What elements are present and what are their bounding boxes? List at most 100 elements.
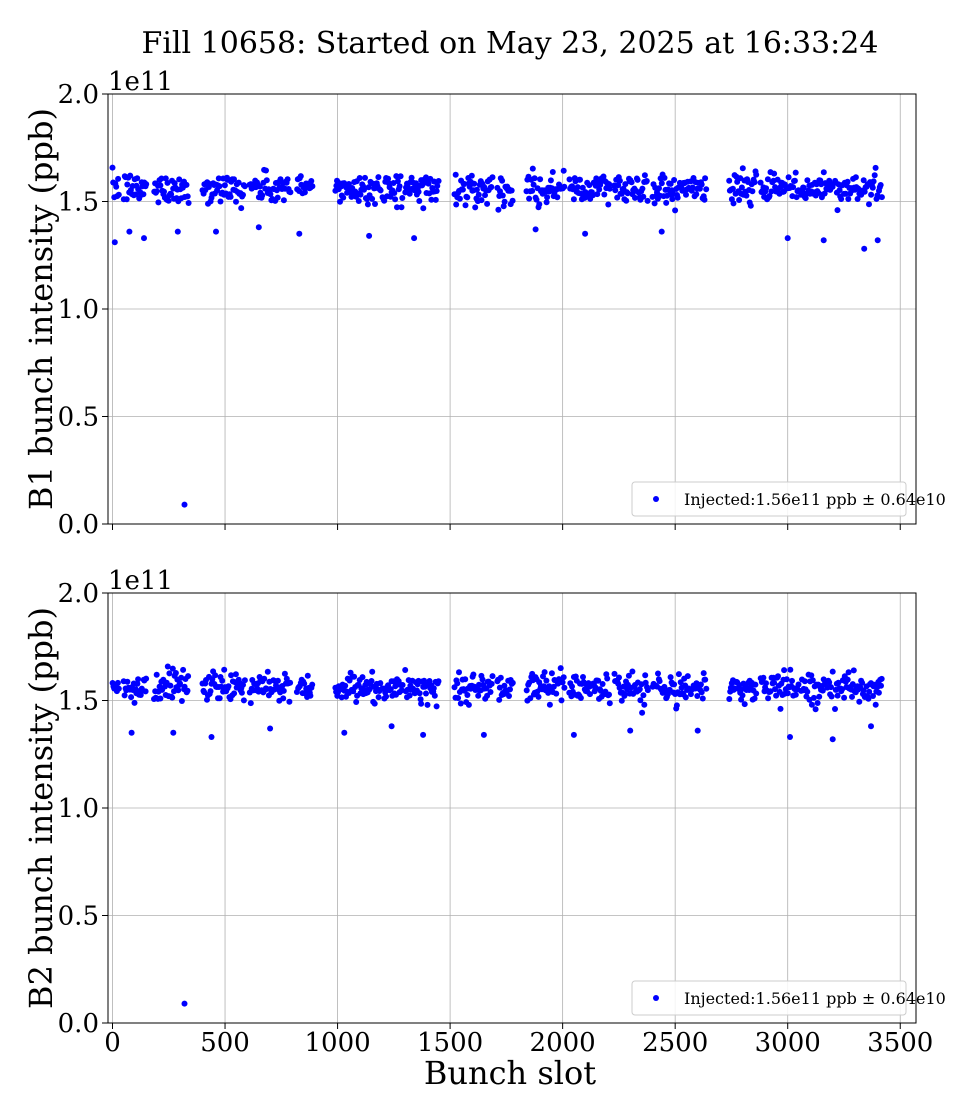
b2-point-41	[157, 695, 164, 702]
b1-point-719	[658, 228, 665, 235]
b2-point-572	[751, 695, 758, 702]
b2-point-400	[561, 684, 568, 691]
b2-point-512	[673, 702, 680, 709]
b1-point-668	[844, 178, 851, 185]
b2-point-158	[280, 695, 287, 702]
b1-point-484	[644, 197, 651, 204]
b1-point-12	[124, 181, 131, 188]
b1-point-623	[802, 195, 809, 202]
b2-point-259	[402, 667, 409, 673]
b2-x-tick-label-2: 1000	[304, 1028, 370, 1058]
b1-point-356	[508, 187, 515, 194]
b2-point-119	[240, 697, 247, 704]
b1-point-459	[622, 181, 629, 188]
b2-point-20	[131, 699, 138, 706]
b2-point-703	[875, 689, 882, 696]
b1-point-366	[530, 181, 537, 188]
b2-point-622	[801, 678, 808, 685]
b1-point-221	[364, 201, 371, 208]
b2-point-691	[865, 695, 872, 702]
b1-point-473	[634, 176, 641, 183]
b1-point-7	[115, 191, 122, 198]
b2-point-108	[231, 690, 238, 697]
b1-point-696	[869, 184, 876, 191]
b2-point-233	[375, 694, 382, 701]
b2-point-110	[232, 671, 239, 678]
b2-point-524	[684, 673, 691, 680]
b1-point-47	[162, 175, 169, 182]
b2-point-669	[845, 669, 852, 676]
b1-point-706	[878, 194, 885, 201]
b1-point-91	[215, 175, 222, 182]
b1-point-190	[337, 198, 343, 205]
b2-y-tick-label-3: 1.5	[58, 687, 99, 717]
b2-y-axis-label: B2 bunch intensity (ppb)	[22, 607, 60, 1009]
b1-point-367	[531, 175, 538, 182]
b1-point-345	[499, 177, 506, 184]
b2-point-105	[228, 672, 235, 679]
b1-point-322	[473, 186, 480, 193]
b2-point-12	[124, 678, 131, 685]
b1-point-288	[428, 196, 435, 203]
b1-point-108	[231, 176, 237, 183]
b1-point-258	[399, 195, 406, 201]
b1-point-251	[393, 173, 400, 180]
b1-point-709	[126, 228, 133, 235]
b2-point-491	[655, 670, 661, 677]
b1-point-23	[134, 175, 141, 182]
b2-point-165	[286, 698, 293, 705]
b2-point-258	[399, 682, 406, 688]
b1-point-509	[671, 177, 678, 183]
b1-point-513	[674, 194, 681, 201]
b2-x-tick-label-1: 500	[200, 1028, 250, 1058]
b2-point-709	[170, 729, 177, 736]
b2-point-397	[558, 697, 565, 704]
b2-point-122	[247, 700, 254, 707]
b1-point-324	[475, 191, 482, 198]
b1-point-339	[489, 174, 496, 181]
b2-y-tick-label-1: 0.5	[58, 902, 99, 932]
b1-point-568	[747, 202, 754, 209]
b1-point-369	[533, 196, 540, 203]
b2-point-404	[569, 683, 575, 690]
b1-point-183	[308, 178, 315, 184]
b2-point-608	[787, 666, 794, 673]
b2-point-235	[377, 680, 384, 687]
b2-point-696	[870, 693, 876, 699]
b1-point-71	[184, 193, 191, 200]
b2-point-574	[753, 690, 760, 697]
b2-point-509	[671, 681, 678, 688]
b2-point-63	[177, 680, 183, 687]
b2-x-tick-label-0: 0	[104, 1028, 121, 1058]
b1-y-tick-label-1: 0.5	[58, 403, 99, 433]
b1-point-184	[309, 183, 316, 190]
b1-point-92	[216, 183, 223, 190]
b2-point-65	[178, 698, 185, 704]
b2-point-343	[496, 684, 503, 691]
b1-point-331	[482, 192, 488, 199]
b1-point-15	[127, 172, 134, 179]
b1-point-692	[866, 201, 872, 208]
b1-point-625	[804, 177, 811, 184]
b1-point-686	[860, 177, 867, 184]
b2-point-443	[604, 675, 611, 682]
b2-point-92	[216, 695, 223, 702]
b2-point-632	[810, 694, 817, 701]
b2-point-61	[175, 687, 182, 694]
figure-title: Fill 10658: Started on May 23, 2025 at 1…	[142, 26, 879, 61]
b2-point-324	[476, 681, 482, 688]
b1-point-590	[771, 170, 778, 177]
b2-x-tick-label-6: 3000	[755, 1028, 821, 1058]
b1-point-229	[372, 201, 378, 207]
b2-point-398	[559, 679, 566, 686]
b2-point-32	[142, 688, 149, 695]
b1-point-723	[874, 237, 881, 244]
b1-point-320	[472, 204, 479, 211]
b1-point-295	[434, 182, 441, 189]
b1-point-33	[143, 181, 150, 188]
b2-point-583	[765, 695, 772, 702]
b2-point-561	[741, 701, 748, 708]
b2-point-208	[353, 699, 360, 705]
b1-point-416	[579, 184, 586, 191]
